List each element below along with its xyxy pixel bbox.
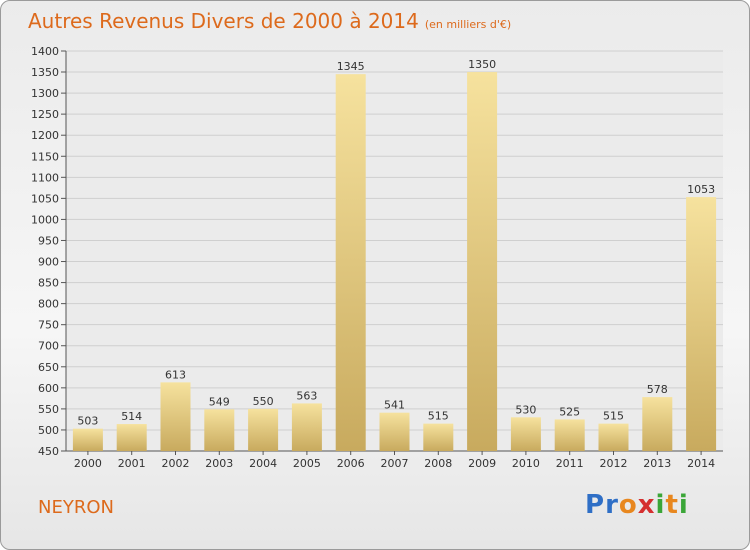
bar xyxy=(423,423,454,451)
bar xyxy=(72,428,103,451)
data-label: 541 xyxy=(384,399,405,412)
logo-letter: P xyxy=(585,490,606,520)
y-tick-label: 1200 xyxy=(31,129,59,142)
y-tick-label: 450 xyxy=(38,445,59,458)
data-label: 525 xyxy=(559,405,580,418)
chart-title-unit: (en milliers d'€) xyxy=(424,18,512,31)
x-tick-label: 2013 xyxy=(643,457,671,470)
chart-title: Autres Revenus Divers de 2000 à 2014 (en … xyxy=(28,9,511,33)
y-tick-label: 750 xyxy=(38,319,59,332)
x-tick-label: 2012 xyxy=(600,457,628,470)
y-tick-label: 650 xyxy=(38,361,59,374)
data-label: 515 xyxy=(428,410,449,423)
x-tick-label: 2003 xyxy=(205,457,233,470)
y-tick-label: 900 xyxy=(38,256,59,269)
data-label: 1345 xyxy=(337,60,365,73)
data-label: 1350 xyxy=(468,58,496,71)
x-tick-label: 2007 xyxy=(381,457,409,470)
data-label: 1053 xyxy=(687,183,715,196)
y-tick-label: 1350 xyxy=(31,66,59,79)
bar xyxy=(510,417,541,451)
y-tick-label: 1150 xyxy=(31,150,59,163)
bar xyxy=(116,424,147,451)
proxiti-logo: Proxiti xyxy=(585,490,689,520)
bar xyxy=(467,72,498,451)
y-tick-label: 1100 xyxy=(31,171,59,184)
bar xyxy=(335,74,366,451)
x-tick-label: 2004 xyxy=(249,457,277,470)
data-label: 563 xyxy=(296,389,317,402)
y-tick-label: 800 xyxy=(38,298,59,311)
data-label: 514 xyxy=(121,410,142,423)
x-tick-label: 2002 xyxy=(162,457,190,470)
logo-letter: o xyxy=(618,490,638,520)
y-tick-label: 1300 xyxy=(31,87,59,100)
bar xyxy=(204,409,235,451)
data-label: 530 xyxy=(515,403,536,416)
x-tick-label: 2014 xyxy=(687,457,715,470)
bar xyxy=(598,423,629,451)
y-tick-label: 1250 xyxy=(31,108,59,121)
y-tick-label: 850 xyxy=(38,277,59,290)
data-label: 613 xyxy=(165,368,186,381)
data-label: 515 xyxy=(603,410,624,423)
y-tick-label: 500 xyxy=(38,424,59,437)
bar xyxy=(686,197,717,451)
bar xyxy=(291,403,322,451)
logo-letter: t xyxy=(665,490,679,520)
x-tick-label: 2000 xyxy=(74,457,102,470)
y-tick-label: 550 xyxy=(38,403,59,416)
bar xyxy=(554,419,585,451)
commune-name: NEYRON xyxy=(38,497,114,518)
bar xyxy=(248,408,279,451)
logo-letter: r xyxy=(605,490,619,520)
data-label: 549 xyxy=(209,395,230,408)
x-tick-label: 2008 xyxy=(424,457,452,470)
y-tick-label: 600 xyxy=(38,382,59,395)
y-tick-label: 1050 xyxy=(31,192,59,205)
x-tick-label: 2009 xyxy=(468,457,496,470)
x-tick-label: 2010 xyxy=(512,457,540,470)
x-tick-label: 2006 xyxy=(337,457,365,470)
y-tick-label: 950 xyxy=(38,234,59,247)
data-label: 503 xyxy=(77,415,98,428)
data-label: 550 xyxy=(253,395,274,408)
x-tick-label: 2011 xyxy=(556,457,584,470)
data-label: 578 xyxy=(647,383,668,396)
y-tick-label: 700 xyxy=(38,340,59,353)
x-tick-label: 2005 xyxy=(293,457,321,470)
bar xyxy=(379,412,410,451)
y-tick-label: 1000 xyxy=(31,213,59,226)
chart-title-main: Autres Revenus Divers de 2000 à 2014 xyxy=(28,9,419,33)
logo-letter: i xyxy=(678,490,689,520)
bar xyxy=(160,382,191,451)
logo-letter: i xyxy=(655,490,666,520)
logo-letter: x xyxy=(637,490,656,520)
bar xyxy=(642,397,673,451)
x-tick-label: 2001 xyxy=(118,457,146,470)
y-tick-label: 1400 xyxy=(31,45,59,58)
